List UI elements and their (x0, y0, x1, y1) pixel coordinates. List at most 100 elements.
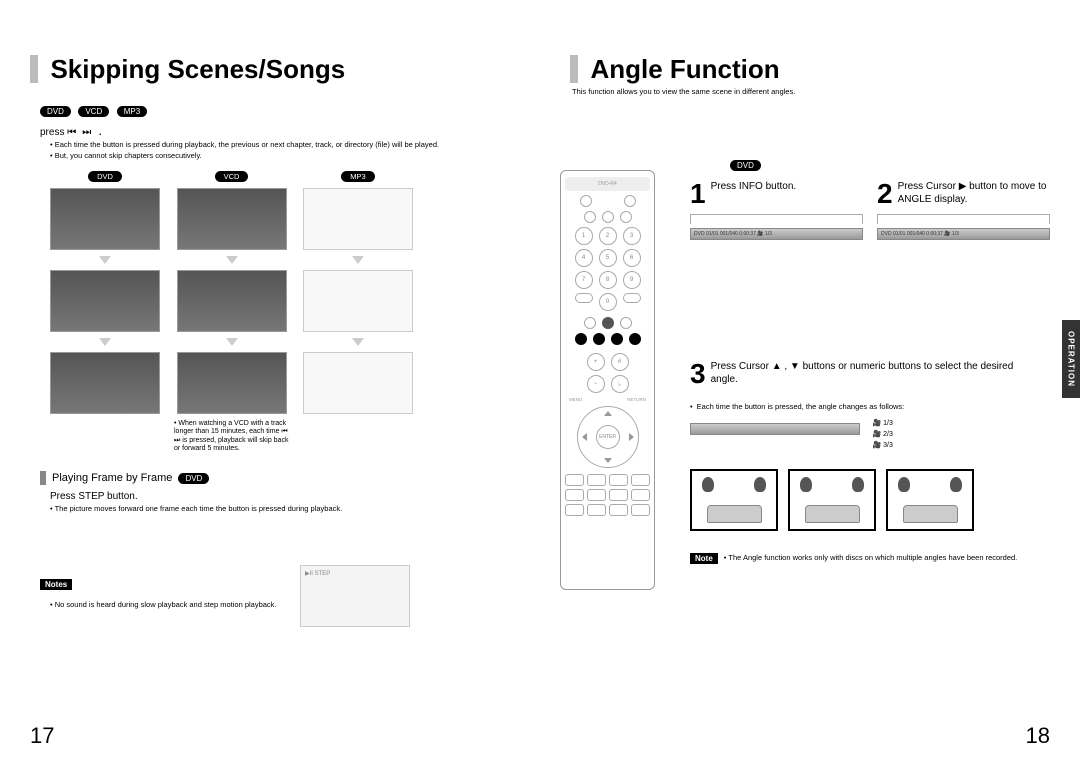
col-label: VCD (215, 171, 249, 182)
remote-brand: DVD-R4 (565, 177, 650, 191)
note-text: The Angle function works only with discs… (728, 553, 1017, 562)
thumbnail (50, 270, 160, 332)
bracket-icon (877, 214, 1050, 224)
format-pill: DVD (730, 155, 764, 173)
subhead-accent (40, 471, 46, 485)
up-icon (604, 411, 612, 416)
thumbnail (50, 188, 160, 250)
remote-button (631, 489, 650, 501)
remote-num: 0 (599, 293, 617, 311)
remote-button (631, 504, 650, 516)
remote-play (593, 333, 605, 345)
step-1: 1 Press INFO button. (690, 180, 863, 208)
heading-accent (30, 55, 38, 83)
remote-num: 2 (599, 227, 617, 245)
bullet-2: • But, you cannot skip chapters consecut… (50, 151, 510, 160)
left-icon (582, 433, 587, 441)
remote-button (584, 211, 596, 223)
thumbnail (303, 352, 413, 414)
step-text: Press Cursor ▶ button to move to ANGLE d… (898, 180, 1050, 206)
arrow-down-icon (352, 338, 364, 346)
step-number: 1 (690, 180, 706, 208)
thumbnail (303, 270, 413, 332)
pill-dvd: DVD (730, 160, 761, 171)
heading-row: Skipping Scenes/Songs (30, 55, 510, 83)
col-label: DVD (88, 171, 122, 182)
remote-button (620, 211, 632, 223)
pill-vcd: VCD (78, 106, 109, 117)
thumbnail (177, 352, 287, 414)
osd-display: DVD 01/01 001/040 0:00:37 🎥 1/3 (690, 228, 863, 240)
press-instruction: press ⏮ ⏭ . (40, 127, 510, 138)
heading-row: Angle Function (570, 55, 1050, 83)
remote-skip-next (611, 333, 623, 345)
steps-1-2: 1 Press INFO button. 2 Press Cursor ▶ bu… (690, 180, 1050, 240)
remote-button (620, 317, 632, 329)
right-icon (629, 433, 634, 441)
thumbnail (50, 352, 160, 414)
remote-num: 3 (623, 227, 641, 245)
osd-display: DVD 01/01 001/040 0:00:37 🎥 1/3 (877, 228, 1050, 240)
note-label: Note (690, 553, 718, 564)
press-label: press (40, 127, 64, 138)
remote-button: + (587, 353, 605, 371)
remote-button (609, 489, 628, 501)
step-text: Press Cursor ▲ , ▼ buttons or numeric bu… (711, 360, 1020, 386)
frame-bullet: • The picture moves forward one frame ea… (50, 504, 510, 513)
remote-label: RETURN (627, 397, 646, 402)
pill-mp3: MP3 (117, 106, 147, 117)
notes-bullet: • No sound is heard during slow playback… (50, 600, 510, 609)
page-title: Skipping Scenes/Songs (50, 55, 345, 83)
bullet-1: • Each time the button is pressed during… (50, 140, 510, 149)
step-number: 3 (690, 360, 706, 388)
remote-button (609, 504, 628, 516)
remote-num: 6 (623, 249, 641, 267)
col-mp3: MP3 (303, 171, 413, 454)
step-number: 2 (877, 180, 893, 208)
remote-button: − (587, 375, 605, 393)
notes-section: Notes (40, 574, 510, 592)
arrow-down-icon (226, 338, 238, 346)
arrow-down-icon (352, 256, 364, 264)
angle-thumb (886, 469, 974, 531)
page-title: Angle Function (590, 55, 779, 83)
step-3-section: 3 Press Cursor ▲ , ▼ buttons or numeric … (690, 360, 1020, 564)
step-screenshot: ▶II STEP (300, 565, 410, 627)
page-number: 17 (30, 723, 54, 749)
remote-num: 1 (575, 227, 593, 245)
subhead-text: Playing Frame by Frame (52, 472, 172, 484)
thumbnail (177, 188, 287, 250)
remote-label: MENU (569, 397, 582, 402)
down-icon (604, 458, 612, 463)
angle-bullet: • Each time the button is pressed, the a… (690, 402, 1020, 411)
arrow-down-icon (99, 338, 111, 346)
angle-thumb (690, 469, 778, 531)
remote-button (609, 474, 628, 486)
remote-button (587, 474, 606, 486)
page-subtitle: This function allows you to view the sam… (572, 87, 1050, 96)
remote-button (565, 504, 584, 516)
angle-seq: 🎥 1/3 (872, 419, 892, 427)
remote-button (587, 504, 606, 516)
angle-seq: 🎥 3/3 (872, 441, 892, 449)
remote-num: 7 (575, 271, 593, 289)
pill-dvd: DVD (40, 106, 71, 117)
remote-num: 4 (575, 249, 593, 267)
remote-button (565, 474, 584, 486)
remote-button (565, 489, 584, 501)
remote-button (623, 293, 641, 303)
remote-num: 8 (599, 271, 617, 289)
frame-subheading: Playing Frame by Frame DVD (40, 471, 510, 485)
step-2: 2 Press Cursor ▶ button to move to ANGLE… (877, 180, 1050, 208)
bracket-icon (690, 214, 863, 224)
arrow-down-icon (226, 256, 238, 264)
remote-button (575, 293, 593, 303)
angle-thumbnails (690, 469, 1020, 531)
col-label: MP3 (341, 171, 374, 182)
remote-button (587, 489, 606, 501)
step-3: 3 Press Cursor ▲ , ▼ buttons or numeric … (690, 360, 1020, 388)
operation-tab: OPERATION (1062, 320, 1080, 398)
remote-skip-prev (575, 333, 587, 345)
arrow-down-icon (99, 256, 111, 264)
notes-label: Notes (40, 579, 72, 590)
